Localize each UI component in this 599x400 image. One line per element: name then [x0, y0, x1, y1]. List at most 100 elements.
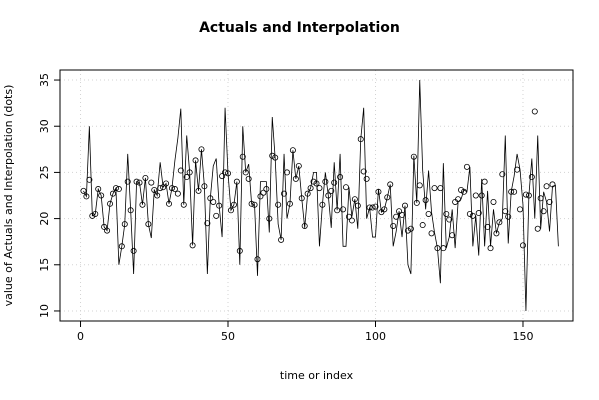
interpolation-point	[186, 169, 193, 176]
interpolation-point	[216, 202, 223, 209]
interpolation-point	[118, 243, 125, 250]
interpolation-point	[248, 200, 255, 207]
interpolation-point	[522, 191, 529, 198]
interpolation-point	[304, 190, 311, 197]
interpolation-point	[307, 185, 314, 192]
interpolation-point	[171, 186, 178, 193]
interpolation-point	[292, 175, 299, 182]
x-tick-label: 0	[77, 330, 84, 343]
interpolation-point	[207, 195, 214, 202]
interpolation-point	[475, 210, 482, 217]
plot-frame	[59, 69, 574, 322]
dots-layer	[80, 108, 556, 263]
interpolation-point	[404, 227, 411, 234]
interpolation-point	[295, 162, 302, 169]
y-axis-label: value of Actuals and Interpolation (dots…	[2, 85, 15, 307]
interpolation-point	[446, 216, 453, 223]
interpolation-point	[168, 185, 175, 192]
interpolation-point	[213, 212, 220, 219]
interpolation-point	[393, 213, 400, 220]
y-tick-label: 15	[38, 258, 51, 272]
interpolation-point	[115, 186, 122, 193]
interpolation-point	[502, 208, 509, 215]
interpolation-point	[278, 236, 285, 243]
interpolation-point	[112, 185, 119, 192]
interpolation-point	[136, 179, 143, 186]
interpolation-point	[183, 174, 190, 181]
interpolation-point	[531, 108, 538, 115]
y-tick-label: 20	[38, 212, 51, 226]
interpolation-point	[86, 176, 93, 183]
interpolation-point	[549, 181, 556, 188]
interpolation-point	[487, 245, 494, 252]
interpolation-point	[92, 210, 99, 217]
interpolation-point	[493, 230, 500, 237]
interpolation-point	[384, 194, 391, 201]
axes-layer: 0 50 100 150 10 15 20 25 30 35	[38, 73, 533, 343]
interpolation-point	[121, 221, 128, 228]
interpolation-point	[222, 169, 229, 176]
interpolation-point	[139, 201, 146, 208]
y-tick-label: 25	[38, 165, 51, 179]
interpolation-point	[419, 222, 426, 229]
interpolation-point	[174, 190, 181, 197]
x-tick-label: 100	[365, 330, 386, 343]
interpolation-point	[354, 202, 361, 209]
interpolation-point	[83, 193, 90, 200]
interpolation-point	[469, 212, 476, 219]
interpolation-point	[148, 179, 155, 186]
interpolation-point	[431, 185, 438, 192]
interpolation-point	[204, 220, 211, 227]
interpolation-point	[437, 185, 444, 192]
interpolation-point	[281, 190, 288, 197]
grid-lines	[60, 70, 573, 321]
interpolation-point	[160, 184, 167, 191]
interpolation-point	[514, 166, 521, 173]
x-tick-label: 50	[221, 330, 235, 343]
interpolation-point	[357, 136, 364, 143]
interpolation-point	[428, 230, 435, 237]
interpolation-point	[466, 210, 473, 217]
interpolation-point	[233, 178, 240, 185]
interpolation-point	[381, 206, 388, 213]
interpolation-point	[201, 183, 208, 190]
interpolation-point	[345, 213, 352, 220]
interpolation-point	[80, 187, 87, 194]
interpolation-point	[286, 200, 293, 207]
interpolation-point	[511, 188, 518, 195]
chart-title: Actuals and Interpolation	[199, 20, 400, 36]
interpolation-point	[484, 223, 491, 230]
interpolation-point	[342, 184, 349, 191]
interpolation-point	[490, 198, 497, 205]
interpolation-point	[452, 198, 459, 205]
interpolation-point	[272, 154, 279, 161]
interpolation-point	[534, 225, 541, 232]
interpolation-point	[458, 186, 465, 193]
interpolation-point	[425, 210, 432, 217]
interpolation-point	[133, 178, 140, 185]
interpolation-point	[166, 200, 173, 207]
interpolation-point	[407, 225, 414, 232]
interpolation-point	[195, 187, 202, 194]
interpolation-point	[375, 188, 382, 195]
interpolation-point	[163, 180, 170, 187]
interpolation-point	[369, 204, 376, 211]
interpolation-point	[387, 181, 394, 188]
interpolation-point	[366, 204, 373, 211]
interpolation-point	[363, 175, 370, 182]
interpolation-point	[142, 174, 149, 181]
interpolation-point	[107, 200, 114, 207]
interpolation-point	[89, 212, 96, 219]
interpolation-point	[236, 247, 243, 254]
interpolation-point	[348, 217, 355, 224]
interpolation-point	[519, 242, 526, 249]
interpolation-point	[505, 213, 512, 220]
interpolation-point	[472, 192, 479, 199]
interpolation-point	[508, 188, 515, 195]
interpolation-point	[151, 186, 158, 193]
interpolation-point	[269, 152, 276, 159]
interpolation-point	[340, 206, 347, 213]
interpolation-point	[422, 197, 429, 204]
interpolation-point	[180, 201, 187, 208]
